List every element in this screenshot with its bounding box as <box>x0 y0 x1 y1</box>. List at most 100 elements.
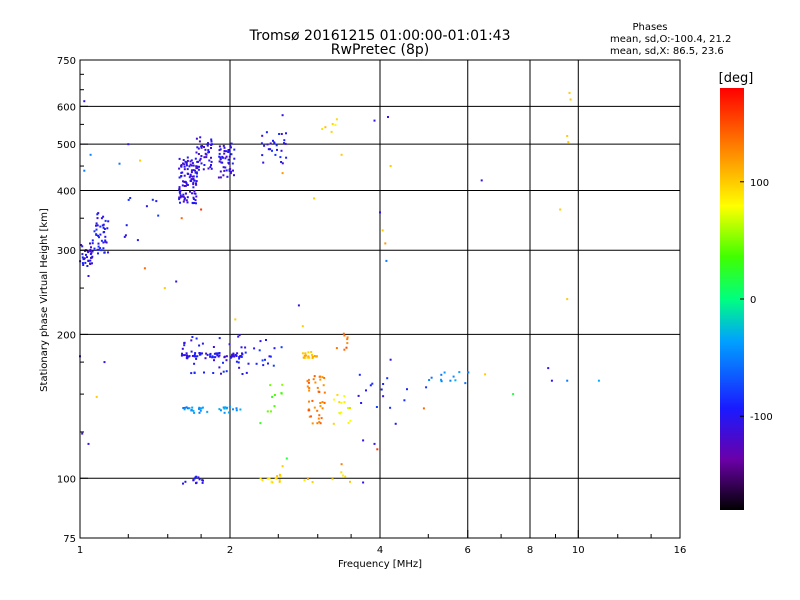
data-point <box>281 465 284 468</box>
y-tick-label: 400 <box>57 186 76 197</box>
data-point <box>181 184 184 187</box>
data-point <box>376 448 379 451</box>
data-point <box>205 156 208 159</box>
data-point <box>181 347 184 350</box>
data-point <box>195 137 198 140</box>
data-point <box>335 347 338 350</box>
grid-lines <box>80 60 680 538</box>
x-tick-label: 16 <box>674 545 687 556</box>
data-point <box>230 170 232 173</box>
data-point <box>484 373 487 376</box>
data-point <box>225 370 228 373</box>
data-point <box>458 371 461 374</box>
data-point <box>269 148 272 151</box>
data-point <box>93 247 96 250</box>
data-point <box>229 144 232 147</box>
data-point <box>259 422 262 425</box>
data-point <box>240 346 243 349</box>
data-point <box>179 192 182 195</box>
data-point <box>190 350 193 353</box>
data-point <box>227 411 230 414</box>
data-point <box>313 406 316 409</box>
data-point <box>199 353 202 356</box>
data-point <box>197 147 200 150</box>
data-point <box>209 352 212 355</box>
data-point <box>347 407 349 410</box>
y-tick-label: 600 <box>57 102 76 113</box>
data-point <box>306 478 309 480</box>
data-point <box>190 159 193 162</box>
data-point <box>225 155 228 158</box>
data-point <box>220 161 223 164</box>
data-point <box>89 153 92 156</box>
data-point <box>193 192 196 195</box>
data-point <box>210 160 213 163</box>
data-point <box>193 411 196 414</box>
data-point <box>100 249 103 252</box>
chart-subtitle: RwPretec (8p) <box>331 42 429 58</box>
data-point <box>186 407 189 410</box>
data-point <box>547 367 550 370</box>
data-point <box>84 261 87 264</box>
data-point <box>95 224 97 227</box>
data-point <box>235 360 238 363</box>
data-point <box>302 356 305 359</box>
data-point <box>214 356 217 359</box>
data-point <box>225 407 228 410</box>
y-tick-label: 200 <box>57 330 76 341</box>
data-point <box>310 351 313 353</box>
data-point <box>229 172 232 175</box>
data-point <box>97 212 100 215</box>
data-point <box>425 386 428 389</box>
data-point <box>266 143 269 146</box>
data-point <box>221 155 224 158</box>
data-point <box>211 355 214 358</box>
data-point <box>188 165 191 168</box>
data-point <box>261 154 264 157</box>
data-point <box>196 355 199 358</box>
data-point <box>151 198 154 201</box>
data-point <box>278 480 281 483</box>
data-point <box>228 170 231 172</box>
data-point <box>200 407 203 410</box>
data-point <box>189 160 192 163</box>
data-point <box>346 342 349 345</box>
data-point <box>81 262 84 265</box>
colorbar-label: [deg] <box>719 71 754 86</box>
data-point <box>206 144 209 147</box>
data-points <box>79 91 600 485</box>
data-point <box>230 153 233 156</box>
data-point <box>216 354 219 357</box>
data-point <box>191 201 194 204</box>
data-point <box>597 379 600 382</box>
data-point <box>99 225 102 228</box>
data-point <box>192 198 195 200</box>
data-point <box>203 164 206 166</box>
data-point <box>270 480 273 483</box>
data-point <box>183 344 186 347</box>
data-point <box>261 479 264 482</box>
data-point <box>195 171 198 174</box>
data-point <box>195 357 198 360</box>
data-point <box>183 168 186 171</box>
data-point <box>559 208 562 211</box>
data-point <box>281 162 284 165</box>
data-point <box>195 355 197 358</box>
data-point <box>317 417 320 420</box>
data-point <box>310 415 312 418</box>
data-point <box>259 340 262 343</box>
data-point <box>316 386 319 389</box>
data-point <box>205 352 208 355</box>
data-point <box>185 199 188 202</box>
data-point <box>198 140 201 143</box>
data-point <box>313 355 316 357</box>
data-point <box>324 126 327 129</box>
data-point <box>281 383 284 386</box>
data-point <box>83 169 86 172</box>
data-point <box>428 379 431 381</box>
data-point <box>83 257 86 260</box>
data-point <box>89 253 92 255</box>
data-point <box>229 356 232 359</box>
data-point <box>192 164 195 167</box>
data-point <box>222 144 225 147</box>
